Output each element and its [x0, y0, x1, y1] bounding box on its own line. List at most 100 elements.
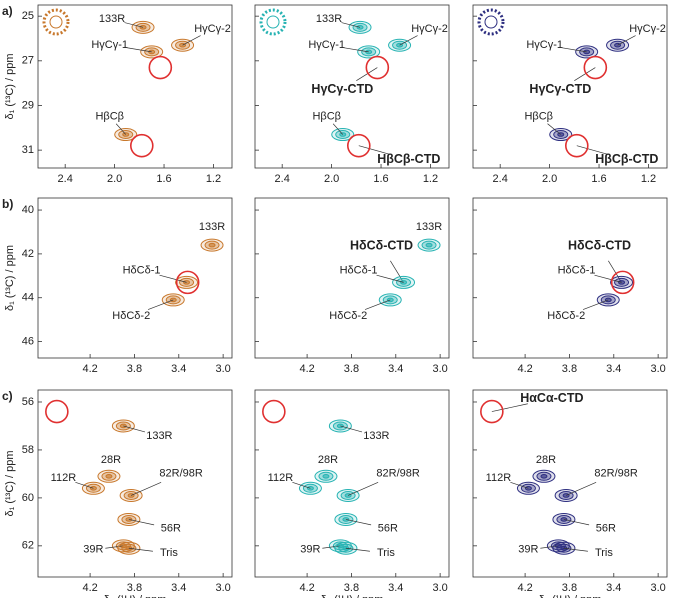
x-tick-label: 3.0	[650, 582, 665, 594]
leader-line	[130, 481, 162, 496]
x-tick-label: 4.2	[82, 363, 97, 375]
peak-label: 28R	[318, 454, 338, 466]
y-tick-label: 25	[22, 10, 34, 22]
leader-line	[510, 481, 529, 489]
leader-line	[356, 67, 378, 82]
leader-line	[182, 35, 201, 46]
leader-line	[341, 22, 361, 28]
peak-label: 56R	[596, 522, 616, 534]
peak-label: HβCβ	[524, 110, 553, 122]
peak-contour-ring	[208, 242, 216, 248]
leader-line	[540, 545, 559, 549]
peak-label: Tris	[160, 547, 178, 559]
ctd-marker	[175, 270, 200, 295]
y-tick-label: 60	[22, 492, 34, 504]
peak-label: 82R/98R	[159, 467, 202, 479]
x-tick-label: 2.0	[542, 173, 557, 185]
peak-label: 28R	[536, 454, 556, 466]
leader-line	[364, 299, 391, 310]
x-tick-label: 2.0	[324, 173, 339, 185]
leader-line	[340, 425, 363, 433]
protein-icon	[259, 8, 287, 36]
x-tick-label: 4.2	[299, 582, 314, 594]
x-tick-label: 3.8	[127, 363, 142, 375]
peak-label: HβCβ	[95, 110, 124, 122]
x-tick-label: 4.2	[517, 582, 532, 594]
panel-frame	[254, 389, 450, 578]
y-axis-label: δ₁ (¹³C) / ppm	[4, 450, 16, 516]
x-tick-label: 3.0	[215, 582, 230, 594]
x-tick-label: 4.2	[299, 363, 314, 375]
peak-contour-ring	[425, 242, 433, 248]
x-tick-label: 3.0	[650, 363, 665, 375]
leader-line	[376, 274, 404, 283]
peak-label: 112R	[486, 472, 512, 484]
leader-line	[292, 481, 311, 489]
panel-frame	[254, 197, 450, 359]
leader-line	[343, 47, 369, 53]
x-tick-label: 3.8	[344, 582, 359, 594]
panel-frame	[37, 389, 233, 578]
x-tick-label: 3.8	[562, 363, 577, 375]
protein-icon-core	[266, 15, 280, 29]
y-axis-label: δ₁ (¹³C) / ppm	[4, 245, 16, 311]
x-tick-label: 3.4	[171, 582, 186, 594]
peak-label: 133R	[146, 430, 172, 442]
leader-line	[617, 35, 636, 46]
x-tick-label: 2.4	[275, 173, 290, 185]
ctd-marker	[583, 55, 608, 80]
protein-icon-core	[484, 15, 498, 29]
peak-label: HαCα-CTD	[520, 391, 583, 405]
ctd-marker	[564, 133, 589, 158]
panel-frame	[472, 4, 668, 169]
leader-line	[123, 425, 146, 433]
leader-line	[491, 403, 528, 412]
x-tick-label: 2.4	[58, 173, 73, 185]
leader-line	[332, 123, 343, 135]
peak-label: 133R	[316, 13, 342, 25]
panel-frame	[472, 389, 668, 578]
ctd-marker	[346, 133, 371, 158]
ctd-marker	[148, 55, 173, 80]
peak-contour-ring	[322, 474, 330, 479]
leader-line	[128, 519, 155, 526]
ctd-marker	[610, 270, 635, 295]
x-axis-label: δ₂ (¹H) / ppm	[321, 594, 384, 598]
x-tick-label: 3.0	[215, 363, 230, 375]
leader-line	[147, 299, 174, 310]
y-tick-label: 62	[22, 540, 34, 552]
panel-frame	[254, 4, 450, 169]
x-tick-label: 4.2	[517, 363, 532, 375]
x-tick-label: 1.6	[156, 173, 171, 185]
panel-label: a)	[2, 4, 13, 18]
x-tick-label: 3.8	[127, 582, 142, 594]
peak-label: HδCδ-2	[547, 310, 585, 322]
x-axis-label: δ₂ (¹H) / ppm	[539, 594, 602, 598]
peak-label: 39R	[300, 544, 320, 556]
leader-line	[563, 519, 590, 526]
leader-line	[576, 145, 607, 155]
peak-label: 133R	[99, 13, 125, 25]
peak-label: HγCγ-1	[308, 39, 345, 51]
leader-line	[115, 123, 126, 135]
peak-label: HγCγ-CTD	[311, 82, 373, 96]
y-tick-label: 40	[22, 204, 34, 216]
x-tick-label: 3.8	[344, 363, 359, 375]
peak-label: 28R	[101, 454, 121, 466]
peak-contour-ring	[618, 280, 626, 285]
x-tick-label: 1.2	[641, 173, 656, 185]
y-tick-label: 31	[22, 144, 34, 156]
x-tick-label: 1.2	[206, 173, 221, 185]
leader-line	[322, 545, 341, 549]
panel-label: b)	[2, 197, 13, 211]
x-axis-label: δ₂ (¹H) / ppm	[104, 594, 167, 598]
peak-label: 133R	[363, 430, 389, 442]
peak-label: 82R/98R	[376, 467, 419, 479]
panel-frame	[37, 4, 233, 169]
y-tick-label: 42	[22, 248, 34, 260]
peak-label: HγCγ-2	[194, 23, 231, 35]
leader-line	[594, 274, 622, 283]
leader-line	[563, 547, 588, 552]
